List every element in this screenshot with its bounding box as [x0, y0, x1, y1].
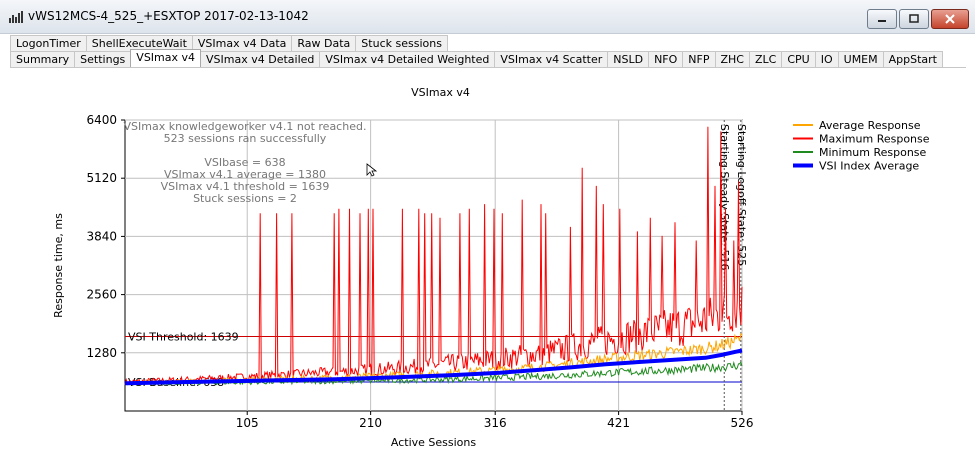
chart-bars-icon: [9, 11, 23, 23]
y-tick-label: 6400: [86, 113, 117, 127]
tab-summary[interactable]: Summary: [10, 51, 76, 67]
close-icon: [945, 14, 955, 24]
legend-entry: Minimum Response: [819, 146, 927, 159]
close-button[interactable]: [931, 9, 969, 29]
series-vsi-index-average: [124, 348, 743, 386]
tab-shellexecutewait[interactable]: ShellExecuteWait: [85, 35, 193, 51]
window-title: vWS12MCS-4_525_+ESXTOP 2017-02-13-1042: [28, 9, 309, 23]
tab-vsimax-v4-detailed[interactable]: VSImax v4 Detailed: [200, 51, 321, 67]
y-tick-label: 5120: [86, 171, 117, 185]
x-tick-label: 105: [236, 416, 259, 430]
legend-entry: Average Response: [819, 119, 921, 132]
legend-entry: Maximum Response: [819, 133, 930, 146]
annotation-line: VSImax knowledgeworker v4.1 not reached.: [124, 120, 367, 133]
tab-nfo[interactable]: NFO: [648, 51, 684, 67]
y-axis-label: Response time, ms: [52, 213, 65, 318]
mouse-cursor-icon: [366, 163, 378, 177]
tab-strip-upper: LogonTimer ShellExecuteWait VSImax v4 Data…: [10, 35, 448, 51]
annotation-line: VSIbase = 638: [204, 156, 285, 169]
title-bar: vWS12MCS-4_525_+ESXTOP 2017-02-13-1042: [0, 0, 975, 34]
x-tick-label: 421: [607, 416, 630, 430]
tab-vsimax-v4-data[interactable]: VSImax v4 Data: [191, 35, 293, 51]
series-maximum-response: [124, 126, 743, 386]
maximize-button[interactable]: [899, 9, 929, 29]
annotation-line: VSImax v4.1 average = 1380: [164, 168, 326, 181]
tab-io[interactable]: IO: [814, 51, 839, 67]
tab-umem[interactable]: UMEM: [837, 51, 884, 67]
annotation-line: 523 sessions ran successfully: [164, 132, 327, 145]
tab-strip-lower: Summary Settings VSImax v4 VSImax v4 Detail…: [10, 49, 943, 67]
tab-nsld[interactable]: NSLD: [607, 51, 650, 67]
x-tick-label: 526: [731, 416, 754, 430]
series-average-response: [124, 332, 743, 386]
vsimax-chart: 1280 2560 3840 5120 6400 105 210 316 421 526 VSIma…: [52, 86, 930, 449]
tab-raw-data[interactable]: Raw Data: [291, 35, 357, 51]
tab-zlc[interactable]: ZLC: [749, 51, 783, 67]
minimize-button[interactable]: [867, 9, 897, 29]
tab-appstart[interactable]: AppStart: [882, 51, 943, 67]
y-tick-label: 2560: [86, 288, 117, 302]
tab-vsimax-v4-scatter[interactable]: VSImax v4 Scatter: [494, 51, 609, 67]
x-tick-label: 316: [484, 416, 507, 430]
chart-panel: 1280 2560 3840 5120 6400 105 210 316 421 526 VSIma…: [10, 67, 966, 459]
tab-nfp[interactable]: NFP: [682, 51, 716, 67]
marker-label: Starting Logoff State: 525: [735, 124, 748, 266]
tab-stuck-sessions[interactable]: Stuck sessions: [355, 35, 448, 51]
x-tick-label: 210: [359, 416, 382, 430]
tab-cpu[interactable]: CPU: [781, 51, 816, 67]
tab-logontimer[interactable]: LogonTimer: [10, 35, 87, 51]
y-tick-label: 1280: [86, 346, 117, 360]
tab-vsimax-v4[interactable]: VSImax v4: [130, 49, 202, 67]
tab-settings[interactable]: Settings: [74, 51, 132, 67]
annotation-line: VSImax v4.1 threshold = 1639: [161, 180, 330, 193]
legend-entry: VSI Index Average: [819, 160, 919, 173]
maximize-icon: [909, 14, 919, 23]
y-tick-label: 3840: [86, 229, 117, 243]
tab-vsimax-v4-detailed-weighted[interactable]: VSImax v4 Detailed Weighted: [319, 51, 496, 67]
annotation-line: Stuck sessions = 2: [193, 192, 297, 205]
minimize-icon: [878, 20, 886, 22]
tab-zhc[interactable]: ZHC: [714, 51, 750, 67]
threshold-label: VSI Threshold: 1639: [128, 330, 239, 343]
x-axis-label: Active Sessions: [391, 436, 476, 449]
chart-title: VSImax v4: [411, 86, 470, 99]
